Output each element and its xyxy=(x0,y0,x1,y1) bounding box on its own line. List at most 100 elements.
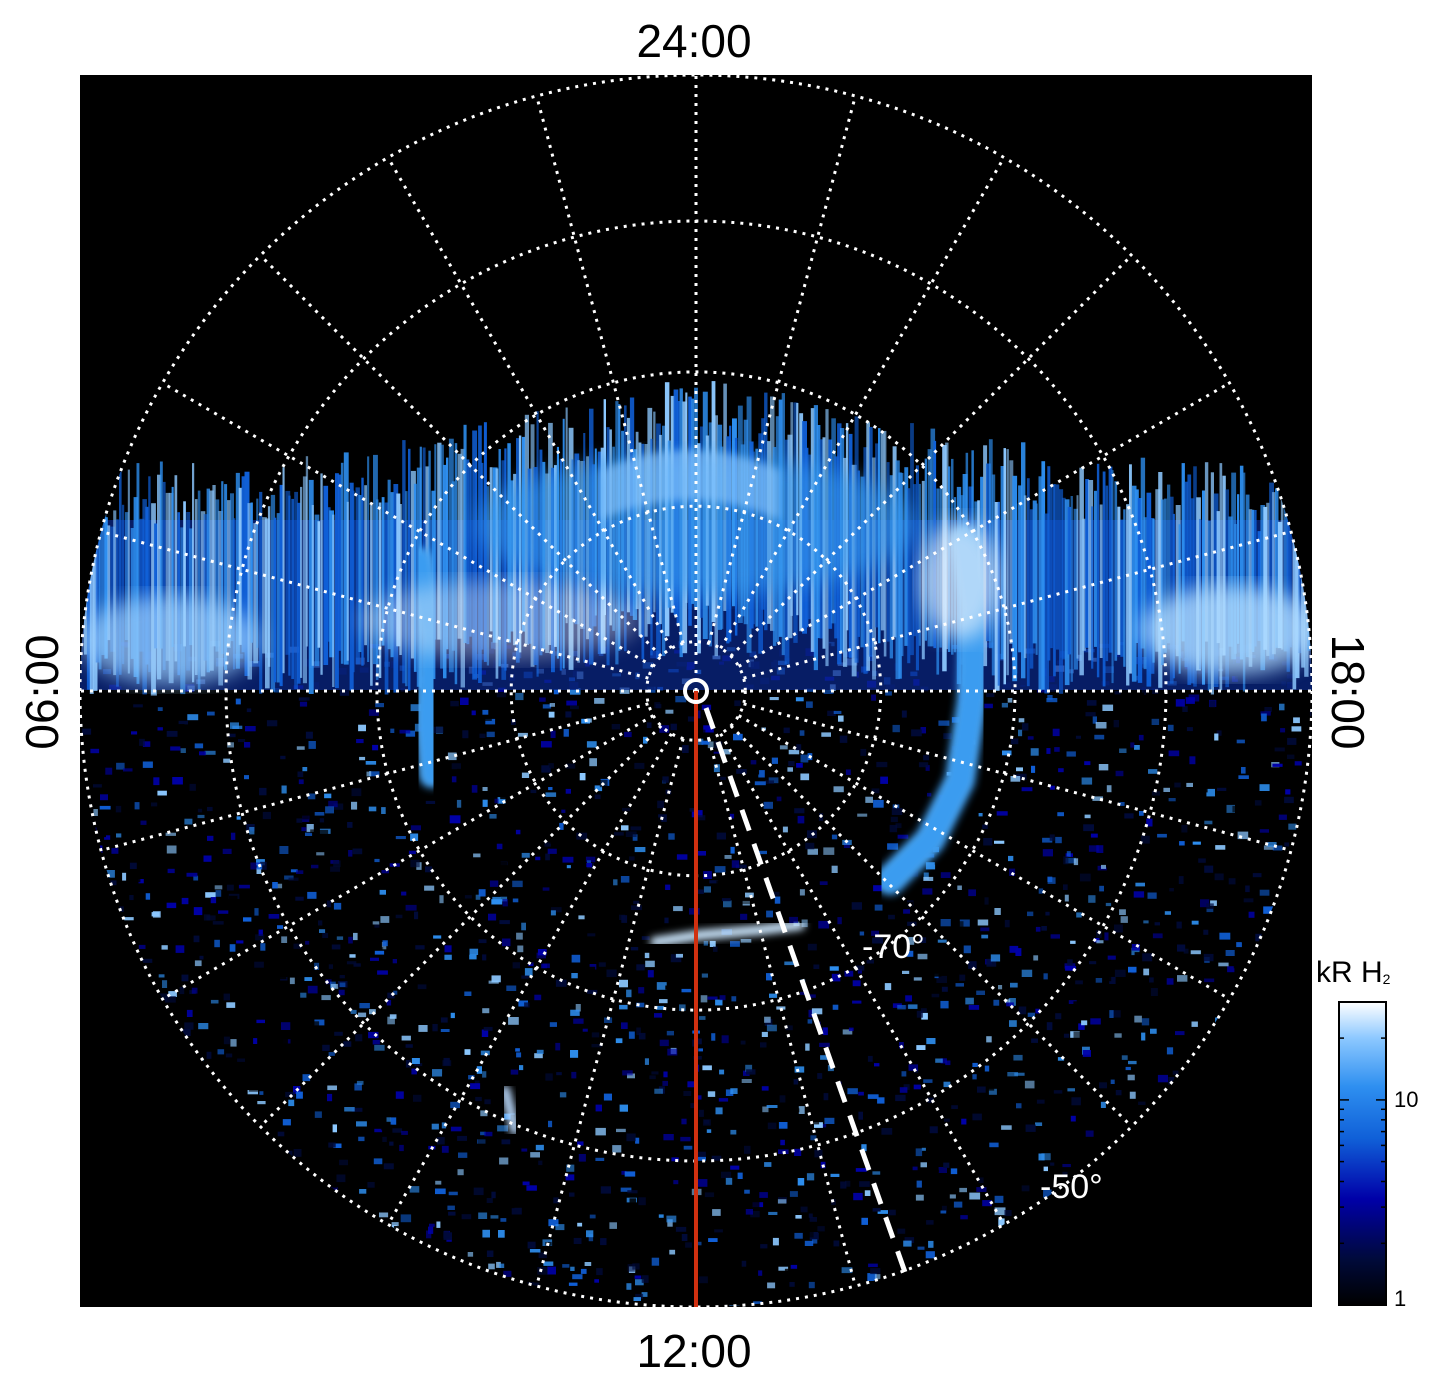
noise-pixel xyxy=(500,795,507,800)
noise-pixel xyxy=(302,1160,311,1165)
noise-pixel xyxy=(236,940,244,944)
noise-pixel xyxy=(1206,908,1214,913)
noise-pixel xyxy=(1060,875,1071,883)
oval-streak xyxy=(1277,521,1283,649)
noise-pixel xyxy=(1311,752,1312,760)
noise-pixel xyxy=(817,1073,823,1079)
noise-pixel xyxy=(325,806,334,814)
noise-pixel xyxy=(358,724,366,732)
noise-pixel xyxy=(578,915,585,920)
noise-pixel xyxy=(811,1239,818,1244)
noise-pixel xyxy=(784,961,795,966)
noise-pixel xyxy=(242,691,249,699)
noise-pixel xyxy=(596,1268,603,1276)
oval-streak xyxy=(270,494,276,692)
noise-pixel xyxy=(735,864,747,869)
colorbar xyxy=(1338,1001,1387,1306)
noise-pixel xyxy=(724,995,729,1002)
noise-pixel xyxy=(372,1039,380,1045)
noise-pixel xyxy=(981,934,989,939)
noise-pixel xyxy=(545,853,550,861)
noise-pixel xyxy=(777,1199,787,1204)
noise-pixel xyxy=(654,1088,663,1094)
noise-pixel xyxy=(238,739,246,743)
noise-pixel xyxy=(996,811,1008,816)
noise-pixel xyxy=(449,815,461,824)
oval-streak xyxy=(285,490,291,655)
oval-streak xyxy=(1029,509,1034,669)
oval-streak xyxy=(1161,499,1164,665)
noise-pixel xyxy=(246,796,256,800)
noise-pixel xyxy=(955,983,964,987)
noise-pixel xyxy=(483,1026,493,1031)
noise-pixel xyxy=(93,791,98,796)
colorbar-tick-10: 10 xyxy=(1394,1087,1419,1112)
noise-pixel xyxy=(199,751,206,756)
noise-pixel xyxy=(917,1246,925,1250)
noise-pixel xyxy=(667,1219,673,1227)
noise-pixel xyxy=(773,1215,780,1221)
noise-pixel xyxy=(793,1108,800,1113)
noise-pixel xyxy=(1272,763,1283,767)
noise-pixel xyxy=(669,1192,674,1196)
noise-pixel xyxy=(353,932,358,941)
noise-pixel xyxy=(1210,900,1217,906)
noise-pixel xyxy=(456,799,462,808)
noise-pixel xyxy=(419,1203,428,1209)
noise-pixel xyxy=(339,1159,348,1166)
noise-pixel xyxy=(401,1035,411,1041)
noise-pixel xyxy=(425,813,435,819)
noise-pixel xyxy=(408,850,416,855)
noise-pixel xyxy=(703,886,711,893)
noise-pixel xyxy=(594,794,601,800)
noise-pixel xyxy=(142,761,153,768)
noise-pixel xyxy=(226,884,234,891)
noise-pixel xyxy=(1228,878,1236,885)
noise-pixel xyxy=(290,869,298,873)
noise-pixel xyxy=(1063,1033,1070,1038)
noise-pixel xyxy=(906,950,914,957)
noise-pixel xyxy=(272,950,279,957)
noise-pixel xyxy=(644,1058,649,1065)
noise-pixel xyxy=(1109,976,1116,984)
noise-pixel xyxy=(805,994,816,998)
noise-pixel xyxy=(1214,873,1224,881)
noise-pixel xyxy=(421,1199,430,1205)
noise-pixel xyxy=(671,1157,679,1162)
noise-pixel xyxy=(901,1071,907,1077)
noise-pixel xyxy=(1138,734,1144,741)
colorbar-tick-1: 1 xyxy=(1394,1286,1407,1311)
noise-pixel xyxy=(351,697,361,701)
noise-pixel xyxy=(1104,932,1109,941)
noise-pixel xyxy=(482,709,489,715)
noise-pixel xyxy=(646,722,652,728)
oval-streak xyxy=(1126,504,1130,686)
noise-pixel xyxy=(516,1052,522,1058)
oval-streak xyxy=(381,497,385,646)
noise-pixel xyxy=(789,916,798,924)
noise-pixel xyxy=(629,1198,637,1206)
noise-pixel xyxy=(690,1103,696,1109)
noise-pixel xyxy=(443,1232,452,1240)
noise-pixel xyxy=(940,1000,949,1009)
oval-streak xyxy=(1000,466,1005,660)
noise-pixel xyxy=(269,944,277,952)
noise-pixel xyxy=(243,917,252,922)
noise-pixel xyxy=(383,1163,394,1170)
noise-pixel xyxy=(881,1128,893,1135)
noise-pixel xyxy=(609,742,615,750)
noise-pixel xyxy=(571,973,578,979)
noise-pixel xyxy=(240,1091,246,1096)
noise-pixel xyxy=(490,1047,499,1054)
noise-pixel xyxy=(348,850,353,857)
noise-pixel xyxy=(181,897,189,905)
oval-streak xyxy=(1266,502,1270,656)
noise-pixel xyxy=(428,1226,434,1234)
noise-pixel xyxy=(855,1168,867,1172)
noise-pixel xyxy=(563,729,569,737)
noise-pixel xyxy=(721,1171,732,1179)
noise-pixel xyxy=(895,823,902,829)
noise-pixel xyxy=(562,1264,570,1268)
noise-pixel xyxy=(877,1097,885,1104)
noise-pixel xyxy=(1067,1088,1075,1092)
